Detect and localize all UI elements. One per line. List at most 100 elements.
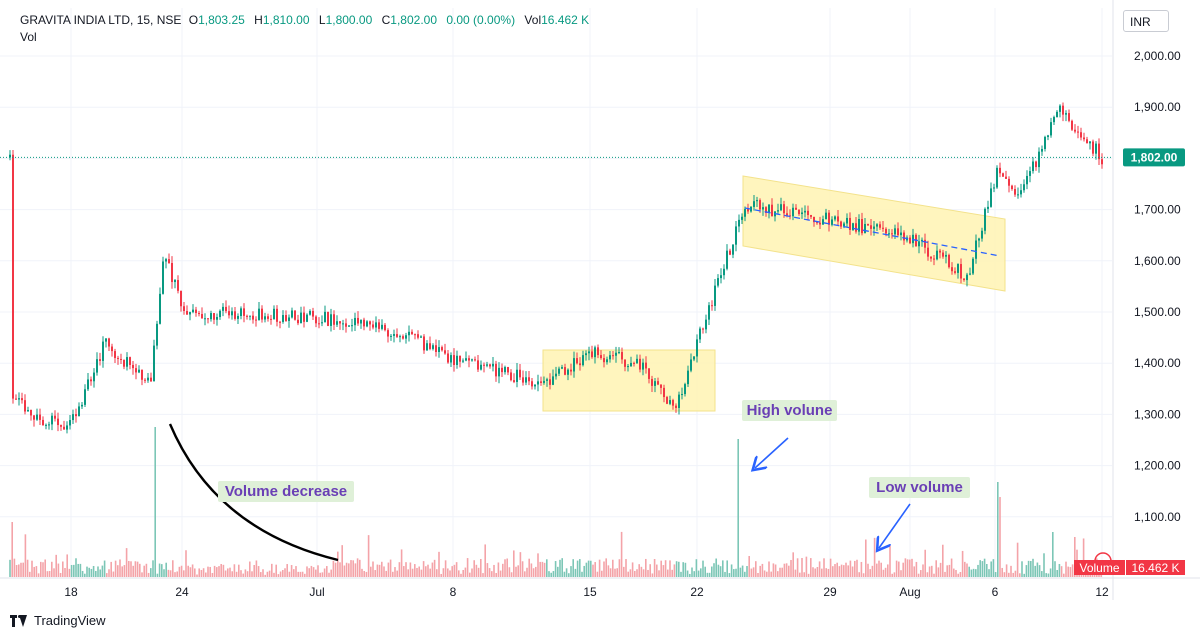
volume-bar	[728, 573, 731, 577]
candle-body	[63, 426, 65, 430]
candle-body	[399, 336, 401, 338]
candle-body	[756, 200, 758, 202]
candle-body	[159, 293, 161, 324]
candle-body	[180, 290, 182, 307]
candle-body	[717, 278, 719, 286]
volume-bar	[238, 564, 240, 577]
candle-body	[519, 369, 521, 378]
candle-body	[315, 316, 317, 324]
volume-bar	[638, 564, 640, 577]
candle-body	[366, 321, 368, 327]
annotation-volume-decrease: Volume decrease	[225, 483, 347, 500]
volume-bar	[759, 565, 761, 577]
volume-bar	[92, 565, 95, 577]
volume-bar	[845, 562, 847, 577]
volume-bar	[887, 564, 889, 577]
candle-body	[27, 409, 29, 412]
x-tick-label: 18	[64, 585, 78, 599]
low-key: L	[318, 13, 326, 27]
volume-bar	[282, 570, 284, 577]
volume-bar	[9, 559, 11, 577]
candle-body	[522, 377, 524, 383]
volume-bar	[939, 562, 942, 577]
candle-body	[945, 254, 947, 257]
volume-bar	[213, 565, 216, 577]
volume-bar	[123, 565, 126, 577]
volume-bar	[128, 560, 130, 577]
volume-bar	[306, 566, 308, 577]
candle-body	[144, 379, 146, 381]
candle-body	[1065, 113, 1067, 115]
currency-selector[interactable]: INR	[1123, 10, 1169, 32]
volume-bar	[301, 571, 304, 577]
candle-body	[981, 230, 983, 239]
candle-body	[192, 309, 194, 313]
volume-bar	[653, 559, 656, 577]
candle-body	[585, 353, 587, 356]
volume-bar	[194, 568, 196, 577]
volume-bar	[158, 563, 161, 577]
candle-body	[126, 357, 128, 367]
volume-bar	[73, 564, 75, 577]
volume-bar	[649, 564, 651, 577]
candle-body	[405, 335, 407, 339]
candle-body	[1077, 131, 1079, 133]
candle-body	[702, 328, 704, 330]
candle-body	[336, 321, 338, 325]
candle-body	[747, 208, 749, 212]
candle-body	[828, 212, 830, 225]
volume-bar	[796, 558, 799, 577]
vol-indicator-label[interactable]: Vol	[20, 30, 37, 44]
volume-bar	[1047, 573, 1050, 577]
volume-bar	[1003, 572, 1006, 577]
candle-body	[108, 338, 110, 347]
volume-bar	[812, 567, 814, 577]
volume-bar	[814, 568, 816, 577]
volume-bar	[640, 566, 643, 577]
candle-body	[444, 350, 446, 354]
candle-body	[1044, 136, 1046, 149]
volume-bar	[801, 557, 803, 577]
volume-bar	[763, 570, 766, 577]
annotation-volume-decrease-bg	[218, 481, 354, 502]
candle-body	[636, 358, 638, 364]
volume-bar	[97, 566, 99, 577]
volume-bar	[497, 562, 500, 577]
volume-bar	[57, 563, 60, 577]
candle-body	[762, 207, 764, 210]
candle-body	[372, 324, 374, 328]
volume-bar	[411, 568, 414, 577]
candle-body	[639, 358, 641, 370]
volume-bar	[207, 566, 209, 577]
volume-bar	[810, 558, 812, 577]
volume-bar	[464, 567, 467, 577]
volume-bar	[18, 564, 20, 577]
volume-bar	[227, 568, 229, 577]
candle-body	[897, 228, 899, 236]
volume-bar	[1060, 566, 1063, 577]
volume-bar	[482, 573, 484, 577]
volume-bar	[563, 571, 566, 577]
tradingview-footer[interactable]: TradingView	[10, 613, 106, 628]
volume-bar	[513, 550, 515, 577]
candle-body	[561, 367, 563, 369]
volume-bar	[664, 560, 667, 577]
candle-body	[18, 398, 20, 400]
candle-body	[957, 264, 959, 273]
volume-bar	[196, 574, 198, 577]
candle-body	[9, 154, 11, 158]
candle-body	[696, 339, 698, 357]
volume-bar	[579, 559, 581, 577]
volume-bar	[246, 571, 249, 577]
symbol-title[interactable]: GRAVITA INDIA LTD, 15, NSE	[20, 13, 182, 27]
candle-body	[12, 154, 14, 399]
volume-bar	[849, 560, 852, 577]
candle-body	[963, 278, 965, 281]
candle-body	[879, 224, 881, 228]
candle-body	[321, 322, 323, 324]
candle-body	[768, 204, 770, 213]
candle-body	[954, 271, 956, 273]
volume-bar	[878, 560, 880, 577]
candle-body	[312, 310, 314, 317]
